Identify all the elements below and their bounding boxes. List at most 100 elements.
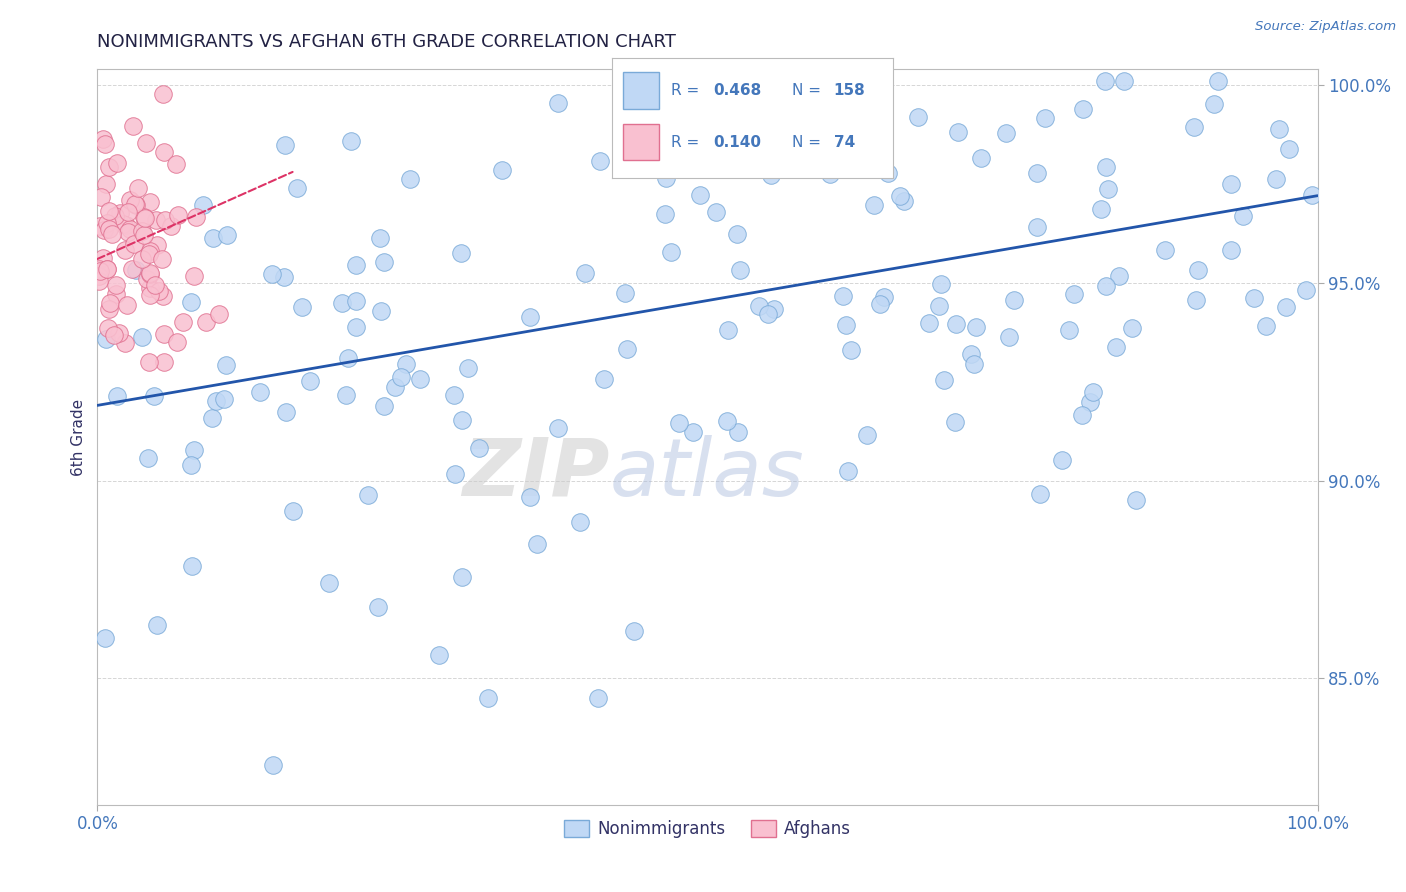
Point xyxy=(1204,96,1226,111)
Point xyxy=(868,74,890,88)
Point xyxy=(262,758,284,772)
Point xyxy=(166,334,188,349)
Point xyxy=(117,226,139,240)
Point xyxy=(665,87,688,101)
Point xyxy=(118,193,141,207)
Point xyxy=(1033,111,1056,125)
Point xyxy=(477,691,499,706)
Point xyxy=(138,266,160,280)
Text: N =: N = xyxy=(792,135,825,150)
Point xyxy=(1073,102,1095,116)
Point xyxy=(143,277,166,292)
Point xyxy=(451,413,474,427)
Point xyxy=(965,320,987,334)
Text: N =: N = xyxy=(792,83,825,98)
Point xyxy=(586,690,609,705)
Point xyxy=(616,342,638,356)
Text: ZIP: ZIP xyxy=(463,434,610,513)
Point xyxy=(748,299,770,313)
Point xyxy=(1275,300,1298,314)
Point xyxy=(153,213,176,227)
Text: 158: 158 xyxy=(834,83,866,98)
Point xyxy=(623,624,645,638)
Point xyxy=(659,244,682,259)
Point xyxy=(835,318,858,332)
Point xyxy=(217,227,239,242)
Point xyxy=(131,252,153,266)
Point xyxy=(131,330,153,344)
Point xyxy=(889,189,911,203)
Point xyxy=(945,317,967,331)
Point xyxy=(614,285,637,300)
Point xyxy=(1184,293,1206,308)
Point xyxy=(995,126,1018,140)
Point xyxy=(87,262,110,277)
Point xyxy=(181,558,204,573)
Point xyxy=(1187,262,1209,277)
Point xyxy=(94,631,117,645)
Point xyxy=(1095,160,1118,174)
Point xyxy=(138,288,160,302)
Point xyxy=(408,372,430,386)
Point xyxy=(153,355,176,369)
Point xyxy=(146,237,169,252)
Point xyxy=(172,315,194,329)
Point xyxy=(997,329,1019,343)
Point xyxy=(1050,453,1073,467)
Point xyxy=(94,332,117,346)
Point xyxy=(751,123,773,137)
Point xyxy=(166,208,188,222)
Point xyxy=(444,467,467,481)
Point xyxy=(117,205,139,219)
Point xyxy=(98,296,121,310)
Text: NONIMMIGRANTS VS AFGHAN 6TH GRADE CORRELATION CHART: NONIMMIGRANTS VS AFGHAN 6TH GRADE CORREL… xyxy=(97,33,676,51)
Point xyxy=(274,405,297,419)
Point xyxy=(153,145,176,160)
Point xyxy=(1097,182,1119,196)
Point xyxy=(131,224,153,238)
Point xyxy=(94,137,117,152)
Text: 0.468: 0.468 xyxy=(713,83,761,98)
Point xyxy=(136,450,159,465)
Point xyxy=(1095,279,1118,293)
Point xyxy=(373,255,395,269)
Point xyxy=(124,237,146,252)
Point xyxy=(574,267,596,281)
Point xyxy=(135,271,157,285)
Point xyxy=(370,303,392,318)
Point xyxy=(963,357,986,371)
Point xyxy=(104,277,127,292)
Point xyxy=(869,297,891,311)
Point xyxy=(184,210,207,224)
Point xyxy=(929,277,952,291)
Point xyxy=(682,425,704,439)
Point xyxy=(763,145,786,160)
Point xyxy=(344,258,367,272)
Point xyxy=(1278,141,1301,155)
Point xyxy=(94,177,117,191)
Point xyxy=(1301,188,1323,202)
Point xyxy=(1063,286,1085,301)
Point xyxy=(340,134,363,148)
Point xyxy=(138,355,160,369)
Point xyxy=(98,161,121,175)
Point xyxy=(1153,243,1175,257)
Point xyxy=(344,320,367,334)
Point xyxy=(704,205,727,219)
Point xyxy=(1026,166,1049,180)
Point xyxy=(1029,487,1052,501)
Point xyxy=(183,443,205,458)
Point xyxy=(180,458,202,472)
Point xyxy=(127,181,149,195)
Point xyxy=(1232,209,1254,223)
Point xyxy=(877,166,900,180)
Point xyxy=(1002,293,1025,308)
Point xyxy=(145,213,167,227)
Point xyxy=(728,262,751,277)
Point xyxy=(689,188,711,202)
Point xyxy=(443,388,465,402)
Point xyxy=(260,267,283,281)
Point xyxy=(1243,291,1265,305)
Point xyxy=(148,284,170,298)
FancyBboxPatch shape xyxy=(623,124,659,161)
